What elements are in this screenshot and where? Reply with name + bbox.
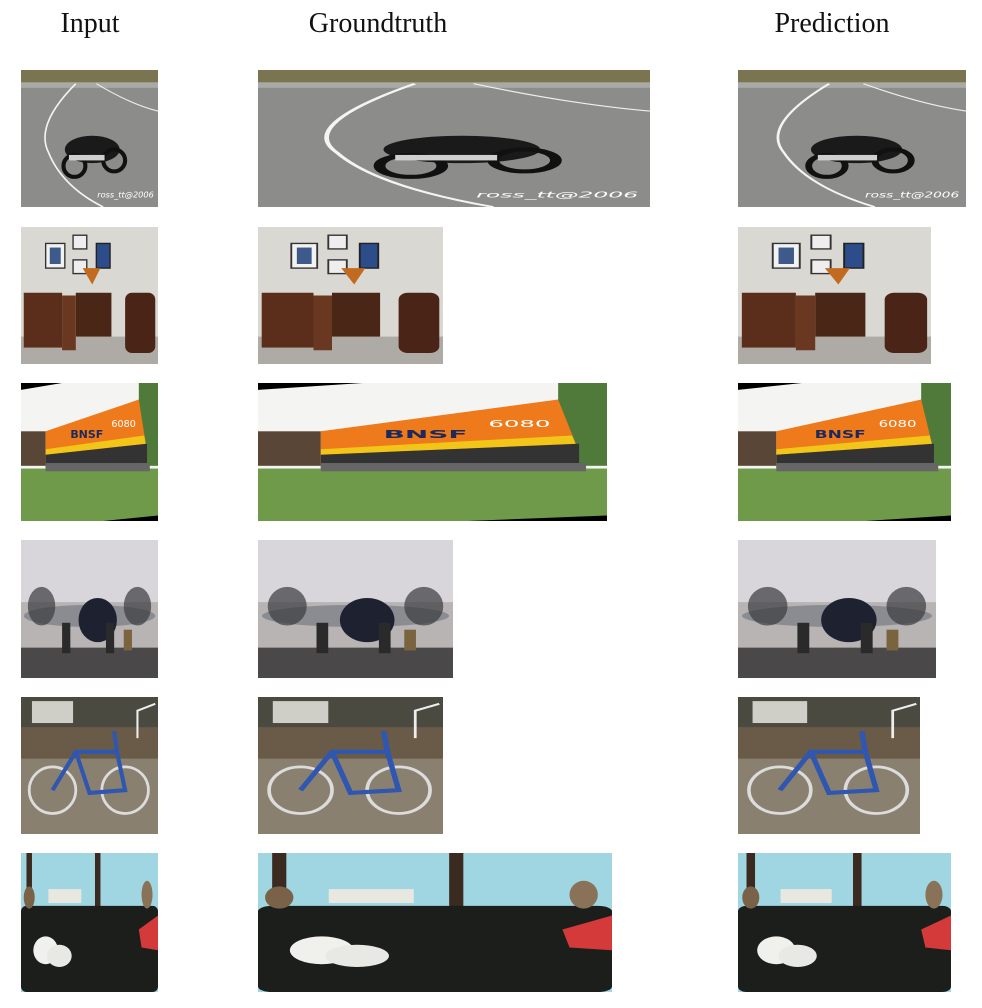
photo bbox=[258, 383, 607, 521]
photo bbox=[258, 697, 443, 834]
photo bbox=[258, 853, 612, 992]
photo bbox=[21, 383, 158, 521]
photo bbox=[738, 540, 936, 678]
photo bbox=[21, 697, 158, 834]
photo bbox=[21, 227, 158, 364]
column-header: Input bbox=[60, 8, 120, 39]
column-header: Groundtruth bbox=[308, 8, 448, 39]
photo bbox=[738, 383, 951, 521]
photo bbox=[738, 853, 951, 992]
photo bbox=[738, 697, 920, 834]
column-header: Prediction bbox=[774, 8, 890, 39]
photo bbox=[258, 540, 453, 678]
photo bbox=[21, 70, 158, 207]
photo bbox=[21, 540, 158, 678]
photo bbox=[738, 227, 931, 364]
photo bbox=[21, 853, 158, 992]
photo bbox=[738, 70, 966, 207]
photo bbox=[258, 227, 443, 364]
photo bbox=[258, 70, 650, 207]
